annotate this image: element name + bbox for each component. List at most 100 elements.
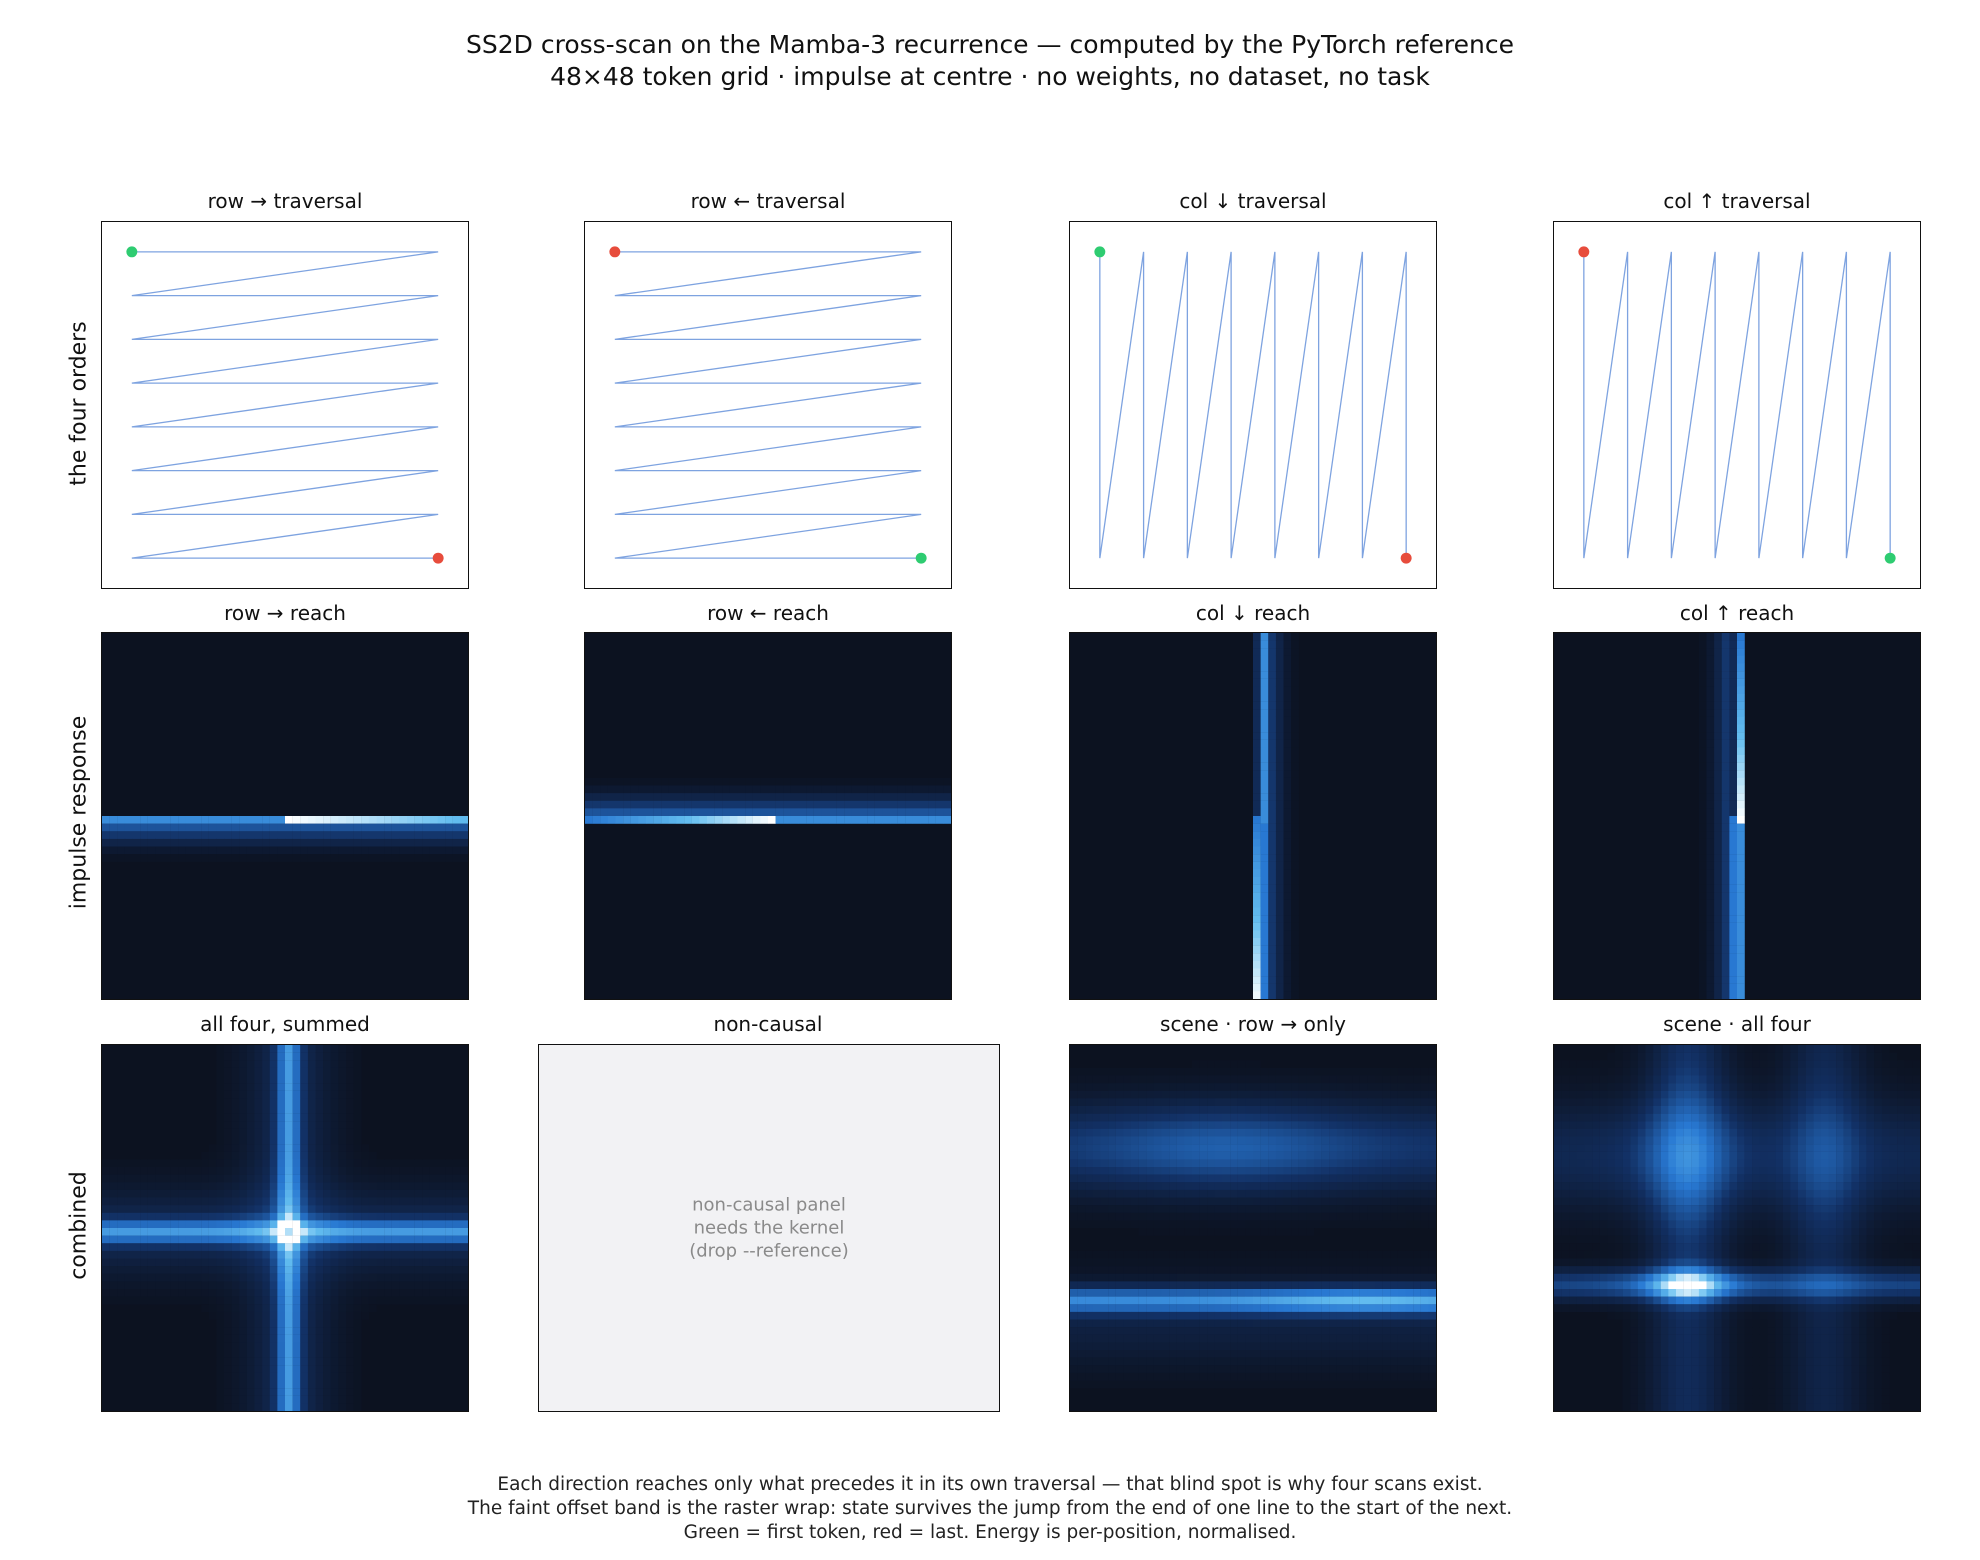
heatmap-cell <box>1561 1075 1570 1084</box>
heatmap-cell <box>1153 1098 1162 1107</box>
heatmap-cell <box>1874 1098 1883 1107</box>
heatmap-cell <box>277 1403 286 1411</box>
heatmap-cell <box>307 838 316 847</box>
heatmap-cell <box>1375 1380 1383 1389</box>
heatmap-cell <box>1576 1098 1585 1107</box>
heatmap-cell <box>1737 983 1745 992</box>
heatmap-cell <box>1420 1159 1429 1168</box>
heatmap-cell <box>124 1220 133 1229</box>
heatmap-cell <box>307 1090 316 1099</box>
heatmap-cell <box>1260 816 1269 824</box>
heatmap-cell <box>437 1281 446 1290</box>
heatmap-cell <box>1344 1106 1353 1114</box>
heatmap-cell <box>269 1319 278 1328</box>
heatmap-cell <box>292 1403 301 1411</box>
heatmap-cell <box>1115 1090 1124 1099</box>
heatmap-cell <box>262 1258 270 1267</box>
heatmap-cell <box>452 1289 461 1297</box>
heatmap-cell <box>1260 945 1269 954</box>
heatmap-cell <box>1428 1151 1436 1160</box>
heatmap-cell <box>1199 1189 1208 1198</box>
heatmap-cell <box>1085 1289 1094 1297</box>
heatmap-cell <box>1260 1067 1269 1076</box>
heatmap-cell <box>323 1380 331 1389</box>
heatmap-cell <box>1420 1098 1429 1107</box>
heatmap-cell <box>1759 1067 1768 1076</box>
heatmap-cell <box>1375 1258 1383 1267</box>
heatmap-cell <box>1268 1128 1277 1137</box>
heatmap-cell <box>262 1113 270 1122</box>
heatmap-cell <box>285 1350 293 1358</box>
heatmap-cell <box>124 1258 133 1267</box>
heatmap-cell <box>1775 1075 1783 1084</box>
heatmap-cell <box>1253 671 1261 679</box>
heatmap-cell <box>1428 1144 1436 1152</box>
heatmap-cell <box>1192 1067 1200 1076</box>
heatmap-cell <box>1336 1334 1345 1343</box>
heatmap-cell <box>1714 686 1722 695</box>
heatmap-cell <box>1115 1289 1124 1297</box>
heatmap-cell <box>1721 838 1730 847</box>
heatmap-cell <box>585 800 593 809</box>
heatmap-cell <box>1283 838 1292 847</box>
heatmap-cell <box>1344 1327 1353 1335</box>
heatmap-cell <box>346 1388 354 1396</box>
heatmap-cell <box>1230 1296 1238 1305</box>
heatmap-cell <box>346 1395 354 1404</box>
heatmap-cell <box>1108 1182 1116 1191</box>
heatmap-cell <box>859 808 868 817</box>
heatmap-cell <box>300 1266 309 1274</box>
heatmap-cell <box>262 1189 270 1198</box>
heatmap-cell <box>300 1311 309 1320</box>
heatmap-cell <box>1714 709 1722 718</box>
heatmap-cell <box>1729 785 1738 794</box>
heatmap-cell <box>1214 1289 1223 1297</box>
heatmap-cell <box>1275 1090 1284 1099</box>
heatmap-cell <box>216 1159 225 1168</box>
heatmap-cell <box>239 1098 248 1107</box>
heatmap-cell <box>224 1083 232 1091</box>
noncausal-placeholder-panel: non-causal panel needs the kernel (drop … <box>538 1044 1000 1412</box>
heatmap-cell <box>1092 1075 1101 1084</box>
heatmap-cell <box>1676 1052 1684 1061</box>
heatmap-cell <box>1138 1159 1147 1168</box>
heatmap-cell <box>1253 1281 1261 1290</box>
heatmap-cell <box>208 1182 217 1191</box>
heatmap-cell <box>1291 1167 1299 1175</box>
heatmap-cell <box>1245 1090 1254 1099</box>
heatmap-cell <box>1737 739 1745 748</box>
heatmap-cell <box>292 1212 301 1221</box>
heatmap-cell <box>821 777 830 786</box>
heatmap-cell <box>262 1052 270 1061</box>
heatmap-cell <box>1390 1258 1399 1267</box>
heatmap-cell <box>1161 1365 1170 1374</box>
heatmap-cell <box>437 1273 446 1282</box>
heatmap-cell <box>1820 1052 1829 1061</box>
heatmap-cell <box>1359 1289 1368 1297</box>
heatmap-cell <box>1314 1304 1322 1313</box>
heatmap-cell <box>1123 1197 1132 1206</box>
heatmap-cell <box>414 1189 423 1198</box>
heatmap-cell <box>1306 1380 1315 1389</box>
heatmap-cell <box>1344 1220 1353 1229</box>
heatmap-cell <box>1070 1205 1078 1213</box>
heatmap-cell <box>1405 1342 1414 1351</box>
heatmap-cell <box>269 1212 278 1221</box>
heatmap-cell <box>1737 663 1745 672</box>
heatmap-cell <box>323 1113 331 1122</box>
heatmap-cell <box>1230 1289 1238 1297</box>
heatmap-cell <box>1237 1342 1246 1351</box>
heatmap-cell <box>414 1273 423 1282</box>
heatmap-cell <box>1283 686 1292 695</box>
heatmap-cell <box>1630 1075 1639 1084</box>
heatmap-cell <box>384 1159 392 1168</box>
heatmap-cell <box>307 1243 316 1252</box>
heatmap-cell <box>323 846 331 855</box>
heatmap-cell <box>1138 1121 1147 1130</box>
heatmap-cell <box>1866 1045 1875 1053</box>
heatmap-cell <box>1359 1327 1368 1335</box>
heatmap-cell <box>1291 1174 1299 1183</box>
heatmap-cell <box>1100 1151 1109 1160</box>
heatmap-cell <box>1207 1197 1216 1206</box>
heatmap-cell <box>338 1250 347 1259</box>
